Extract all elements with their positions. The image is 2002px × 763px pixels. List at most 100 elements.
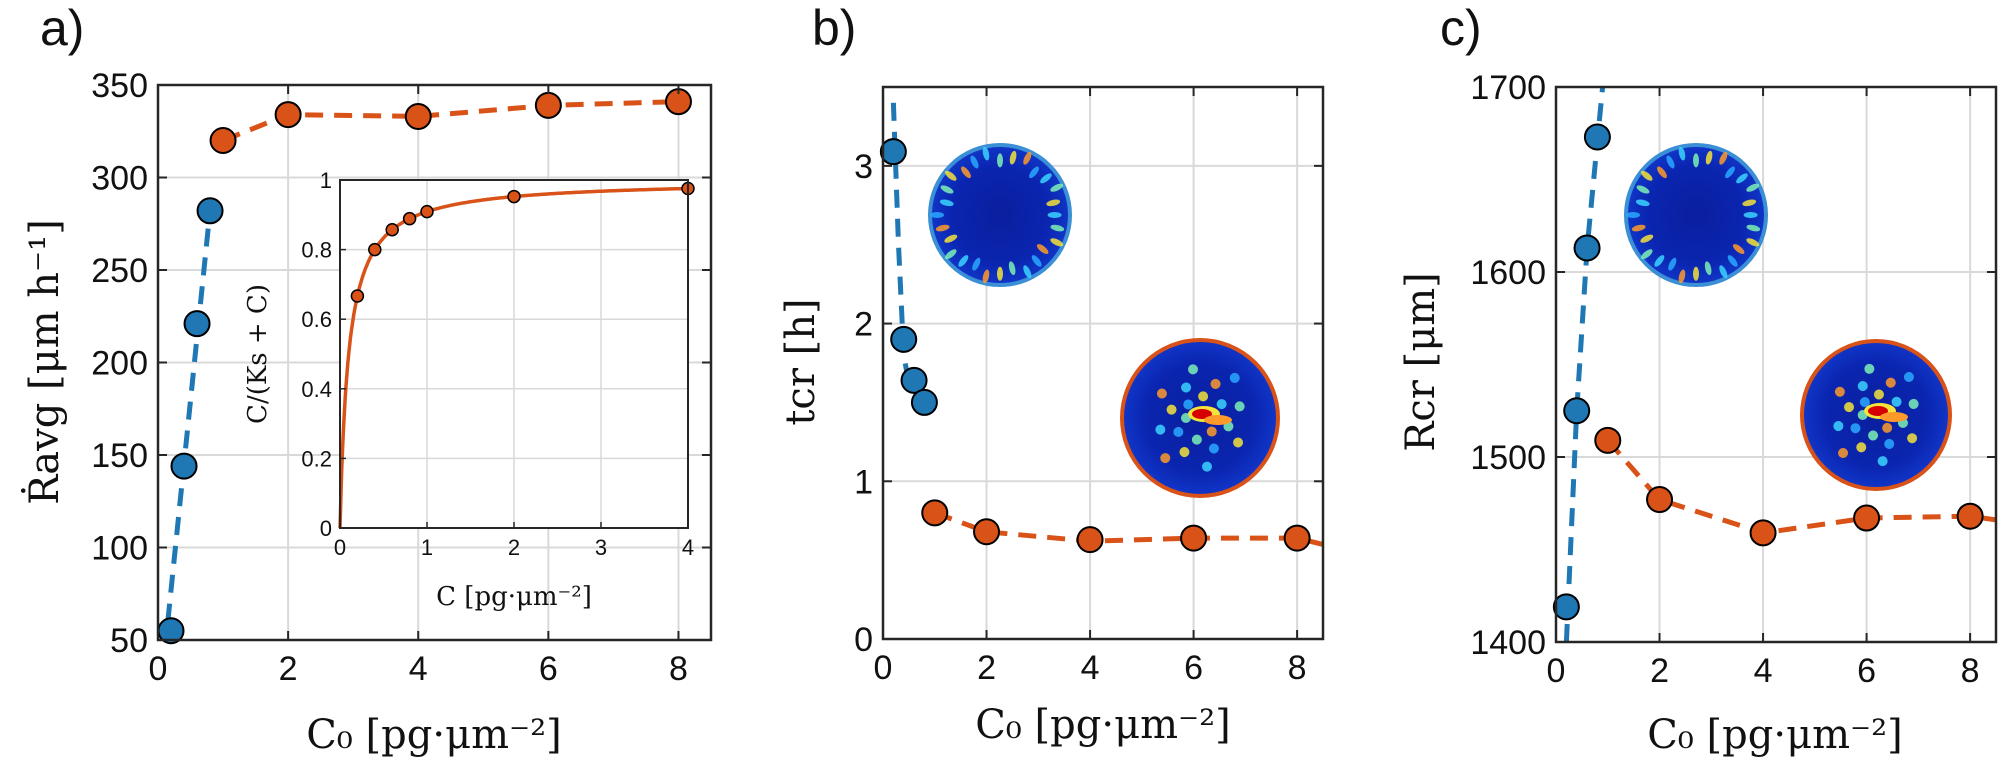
- pattern-speck: [1834, 386, 1845, 397]
- panel-a-inset: 0 1 2 3 4 0 0.2 0.4 0.6 0.8 1 C [pg·μm⁻²] C/(Ks + …: [243, 168, 695, 612]
- pattern-speck: [1891, 396, 1902, 407]
- pattern-speck: [1201, 461, 1212, 472]
- x-tick-label: 2: [1650, 652, 1669, 690]
- pattern-speck: [1155, 424, 1166, 435]
- panel-b-orange-pattern-disk: [1120, 338, 1280, 498]
- x-tick-label: 6: [1184, 649, 1203, 687]
- pattern-speck: [997, 266, 1003, 281]
- x-tick-label: 4: [1081, 649, 1100, 687]
- y-tick-label: 300: [91, 160, 148, 198]
- x-tick-label: 0: [149, 650, 168, 688]
- pattern-speck: [1009, 150, 1017, 165]
- y-tick-label: 0: [854, 621, 873, 659]
- pattern-speck: [1210, 378, 1221, 389]
- pattern-speck: [1844, 402, 1855, 413]
- pattern-speck: [1657, 166, 1667, 179]
- blue-data-point: [196, 197, 224, 225]
- inset-data-point: [350, 289, 365, 303]
- pattern-speck: [939, 199, 954, 207]
- pattern-speck: [1903, 371, 1914, 382]
- pattern-speck: [1233, 437, 1244, 448]
- blue-fit-line: [1563, 86, 1606, 643]
- y-tick-label: 150: [91, 437, 148, 475]
- pattern-speck: [1746, 238, 1760, 247]
- pattern-speck: [1183, 399, 1194, 410]
- pattern-speck: [1023, 151, 1032, 165]
- pattern-speck: [1833, 421, 1844, 432]
- pattern-speck: [1693, 266, 1699, 281]
- pattern-speck: [944, 249, 957, 260]
- blue-data-point: [1573, 234, 1601, 262]
- pattern-speck: [1181, 382, 1192, 393]
- inset-x-tick-label: 0: [334, 535, 346, 560]
- pattern-speck: [1050, 183, 1064, 192]
- x-tick-label: 6: [539, 650, 558, 688]
- pattern-speck: [1742, 199, 1757, 207]
- y-tick-label: 200: [91, 345, 148, 383]
- x-tick-label: 8: [1288, 649, 1307, 687]
- pattern-speck: [1031, 255, 1042, 267]
- blue-data-point: [879, 138, 907, 166]
- y-tick-label: 350: [91, 67, 148, 105]
- panel-c-axes-box: [1554, 85, 1998, 644]
- pattern-speck: [1908, 398, 1919, 409]
- pattern-speck: [1198, 391, 1209, 402]
- pattern-speck: [1868, 430, 1879, 441]
- x-tick-label: 8: [1961, 652, 1980, 690]
- pattern-hotspot-tail: [1880, 412, 1908, 422]
- inset-x-tick-label: 3: [595, 535, 607, 560]
- orange-data-point: [1749, 519, 1777, 547]
- pattern-speck: [982, 146, 990, 161]
- pattern-speck: [1678, 146, 1686, 161]
- orange-data-point: [1853, 504, 1881, 532]
- pattern-speck: [1666, 155, 1675, 169]
- pattern-speck: [1736, 173, 1748, 184]
- pattern-speck: [1719, 151, 1728, 165]
- pattern-speck: [1668, 257, 1677, 271]
- pattern-speck: [1050, 224, 1065, 232]
- panel-a-marks: [157, 88, 692, 645]
- pattern-speck: [940, 185, 954, 194]
- pattern-hotspot-tail: [1204, 415, 1232, 425]
- pattern-speck: [1173, 426, 1184, 437]
- inset-x-tick-label: 4: [682, 535, 694, 560]
- panel-c-insets: [1624, 143, 1952, 491]
- inset-y-tick-label: 0.6: [301, 307, 332, 332]
- pattern-speck: [1188, 364, 1199, 375]
- pattern-speck: [1850, 423, 1861, 434]
- orange-data-point: [1646, 486, 1674, 514]
- inset-y-tick-label: 0: [320, 516, 332, 541]
- pattern-speck: [1047, 212, 1062, 218]
- x-tick-label: 6: [1857, 652, 1876, 690]
- panel-b: b) 0 2 4 6 8 0 1 2 3 C₀ [pg·μm⁻²] tcr [h]: [778, 0, 1325, 748]
- pattern-speck: [935, 224, 950, 232]
- blue-data-point: [1552, 593, 1580, 621]
- panel-b-insets: [928, 143, 1280, 498]
- y-tick-label: 1400: [1470, 624, 1546, 662]
- panel-c-marks: [1552, 86, 1997, 643]
- pattern-speck: [1727, 255, 1738, 267]
- pattern-speck: [958, 255, 969, 267]
- orange-data-point: [209, 127, 237, 154]
- pattern-speck: [1704, 261, 1712, 276]
- pattern-speck: [997, 153, 1003, 168]
- y-tick-label: 50: [110, 622, 148, 660]
- pattern-speck: [1036, 244, 1049, 254]
- pattern-speck: [1191, 434, 1202, 445]
- pattern-speck: [1719, 265, 1728, 279]
- inset-data-point: [507, 189, 521, 204]
- pattern-speck: [1877, 456, 1888, 467]
- pattern-speck: [1859, 397, 1870, 408]
- blue-data-point: [170, 452, 198, 480]
- inset-data-point: [368, 242, 382, 257]
- inset-y-tick-label: 1: [320, 168, 332, 193]
- x-tick-label: 4: [409, 650, 428, 688]
- pattern-speck: [1640, 234, 1654, 243]
- panel-c-orange-pattern-disk: [1800, 339, 1952, 491]
- pattern-speck: [1693, 153, 1699, 168]
- panel-c-ticks: 0 2 4 6 8 1400 1500 1600 1700: [1470, 69, 1996, 690]
- pattern-speck: [1743, 212, 1758, 218]
- pattern-speck: [1705, 150, 1713, 165]
- pattern-speck: [1234, 401, 1245, 412]
